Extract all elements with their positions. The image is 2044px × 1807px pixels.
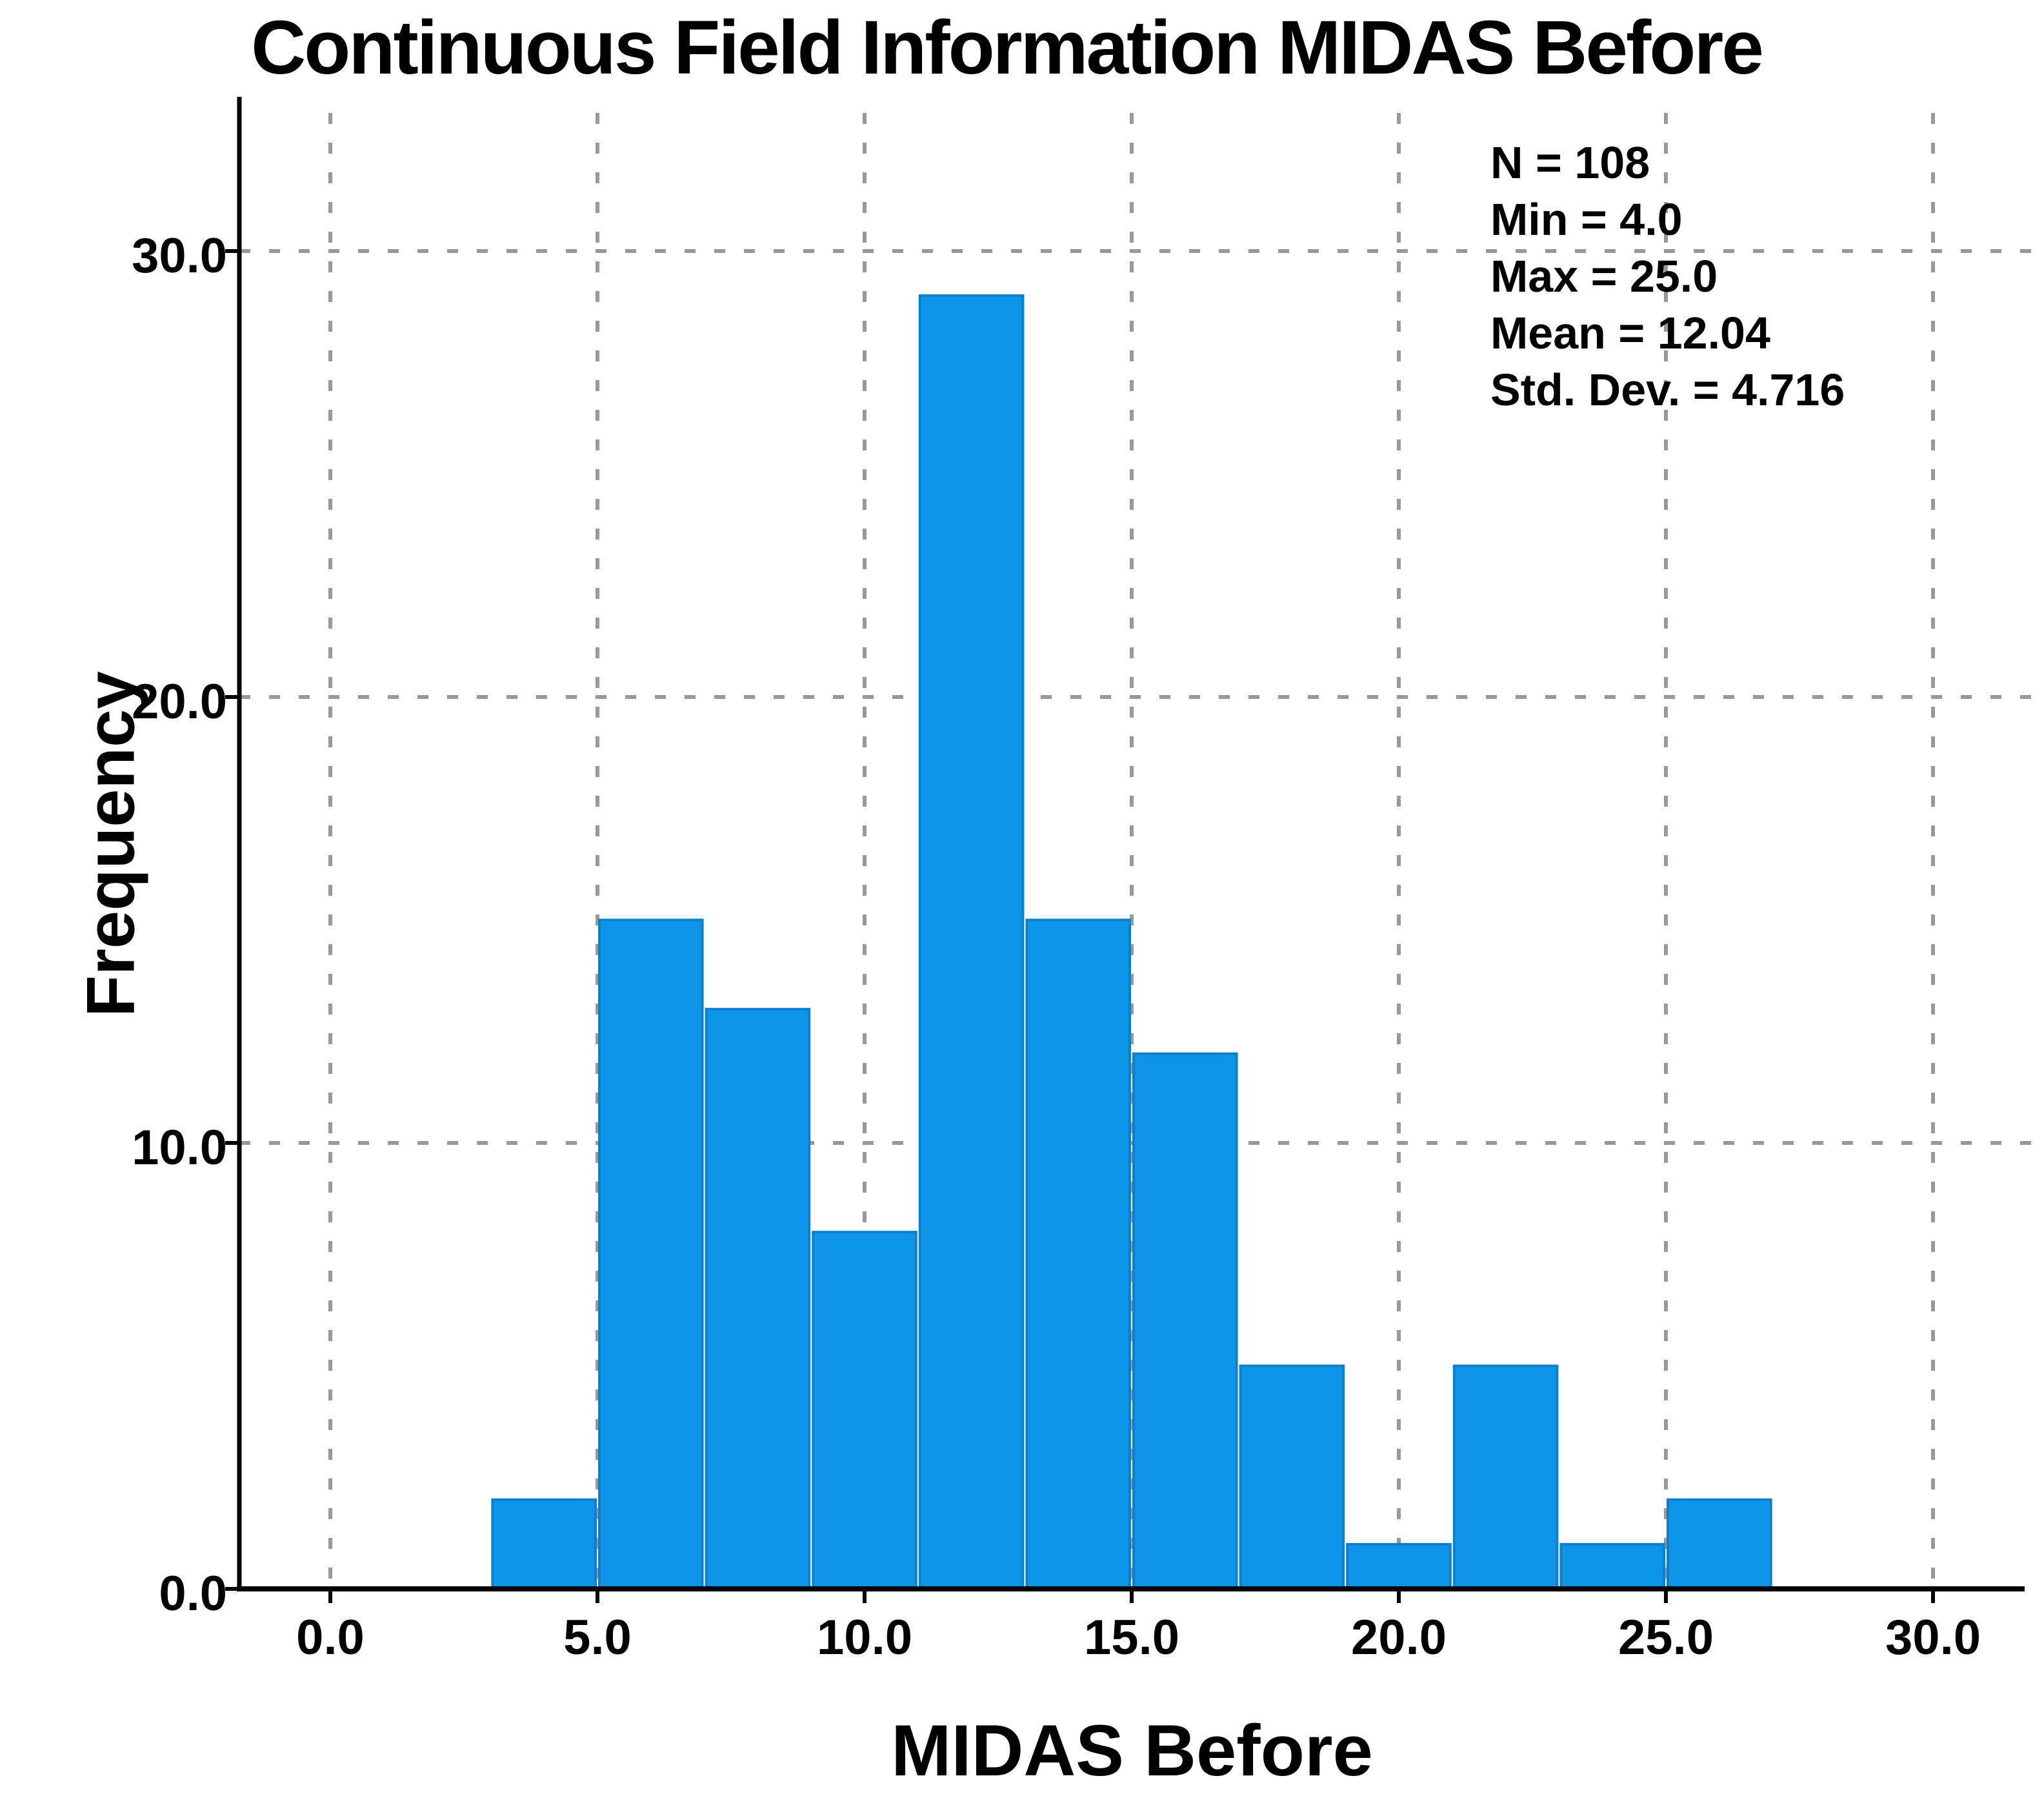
x-tick-label: 0.0	[296, 1610, 365, 1665]
histogram-bar	[1025, 918, 1132, 1590]
histogram-bar	[812, 1231, 917, 1590]
y-tick-label: 20.0	[132, 674, 227, 729]
y-axis-label: Frequency	[72, 671, 149, 1018]
histogram-bar	[1667, 1498, 1772, 1591]
stat-line: Max = 25.0	[1490, 251, 1718, 301]
y-tick-label: 0.0	[159, 1566, 227, 1621]
x-tick-label: 5.0	[563, 1610, 632, 1665]
x-tick-label: 20.0	[1351, 1610, 1447, 1665]
stat-line: Mean = 12.04	[1490, 308, 1770, 358]
chart-title: Continuous Field Information MIDAS Befor…	[251, 5, 1764, 90]
stat-line: Min = 4.0	[1490, 194, 1683, 245]
y-tick-label: 30.0	[132, 228, 227, 283]
x-tick-label: 15.0	[1084, 1610, 1179, 1665]
y-tick-label: 10.0	[132, 1120, 227, 1175]
histogram-bar	[1346, 1542, 1452, 1590]
histogram-bar	[1452, 1364, 1559, 1590]
x-axis-label: MIDAS Before	[891, 1710, 1373, 1791]
histogram-bar	[1239, 1364, 1345, 1590]
stat-line: Std. Dev. = 4.716	[1490, 365, 1845, 415]
histogram-bar	[491, 1498, 597, 1591]
stats-annotation-box: N = 108 Min = 4.0 Max = 25.0 Mean = 12.04 St…	[1490, 134, 1845, 418]
stat-line: N = 108	[1490, 137, 1650, 188]
x-tick-label: 10.0	[817, 1610, 912, 1665]
histogram-bar	[1132, 1052, 1238, 1591]
histogram-bar	[918, 294, 1025, 1591]
histogram-bar	[705, 1007, 811, 1590]
x-tick-label: 30.0	[1885, 1610, 1981, 1665]
x-tick-label: 25.0	[1618, 1610, 1714, 1665]
histogram-bar	[1559, 1542, 1665, 1590]
histogram-bar	[598, 918, 704, 1590]
